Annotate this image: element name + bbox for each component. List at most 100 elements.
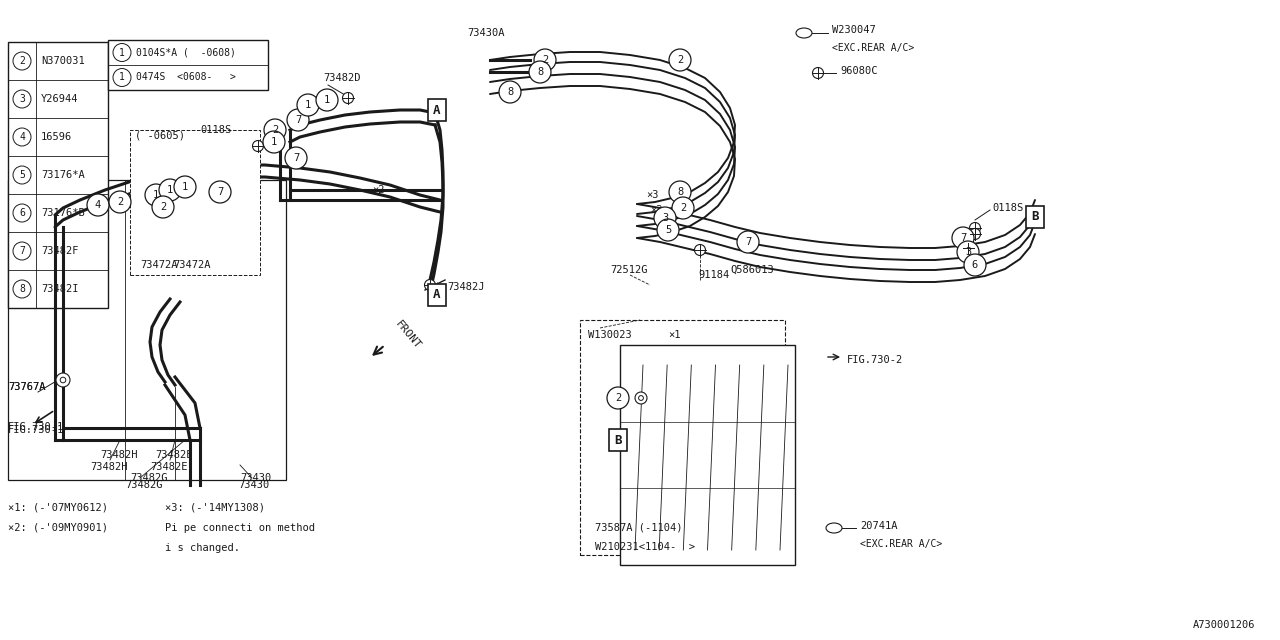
Text: 73482E: 73482E <box>150 462 187 472</box>
Text: 73472A: 73472A <box>140 260 178 270</box>
Text: W130023: W130023 <box>588 330 632 340</box>
Text: 91184: 91184 <box>698 270 730 280</box>
Circle shape <box>316 89 338 111</box>
Text: 1: 1 <box>271 137 278 147</box>
Circle shape <box>159 179 180 201</box>
Text: 2: 2 <box>271 125 278 135</box>
Text: A: A <box>433 289 440 301</box>
Text: <EXC.REAR A/C>: <EXC.REAR A/C> <box>860 539 942 549</box>
Circle shape <box>56 373 70 387</box>
Text: 1: 1 <box>324 95 330 105</box>
Text: ×2: (-'09MY0901): ×2: (-'09MY0901) <box>8 523 108 533</box>
Text: 1: 1 <box>305 100 311 110</box>
Text: 73482D: 73482D <box>323 73 361 83</box>
Text: 2: 2 <box>116 197 123 207</box>
Text: ×3: ×3 <box>650 205 663 215</box>
Text: Q586013: Q586013 <box>730 265 773 275</box>
Text: 7: 7 <box>216 187 223 197</box>
Circle shape <box>695 244 705 255</box>
Text: ×3: (-'14MY1308): ×3: (-'14MY1308) <box>165 502 265 512</box>
Bar <box>580 320 785 555</box>
Text: 6: 6 <box>972 260 978 270</box>
Circle shape <box>957 241 979 263</box>
Circle shape <box>969 223 980 234</box>
Text: 8: 8 <box>507 87 513 97</box>
Text: 7: 7 <box>960 233 966 243</box>
Circle shape <box>635 392 646 404</box>
Text: 73482F: 73482F <box>41 246 78 256</box>
Circle shape <box>285 147 307 169</box>
Text: 7: 7 <box>745 237 751 247</box>
Circle shape <box>529 61 550 83</box>
Circle shape <box>964 254 986 276</box>
Circle shape <box>252 141 264 152</box>
Bar <box>8 180 285 480</box>
Text: Pi pe connecti on method: Pi pe connecti on method <box>165 523 315 533</box>
Circle shape <box>287 109 308 131</box>
Circle shape <box>343 93 353 104</box>
Circle shape <box>654 207 676 229</box>
Bar <box>8 42 108 308</box>
Text: 1: 1 <box>182 182 188 192</box>
Text: 73430: 73430 <box>241 473 271 483</box>
Text: ×3: ×3 <box>646 190 658 200</box>
Text: ×2: ×2 <box>372 185 384 195</box>
Text: 73482H: 73482H <box>100 450 137 460</box>
Text: i s changed.: i s changed. <box>165 543 241 553</box>
Text: FIG.730-2: FIG.730-2 <box>847 355 904 365</box>
Circle shape <box>262 131 285 153</box>
Text: 2: 2 <box>160 202 166 212</box>
Text: 2: 2 <box>680 203 686 213</box>
Text: 7: 7 <box>294 115 301 125</box>
Circle shape <box>969 228 980 239</box>
Text: 20741A: 20741A <box>860 521 897 531</box>
Text: 4: 4 <box>95 200 101 210</box>
Text: 8: 8 <box>19 284 24 294</box>
Text: 72512G: 72512G <box>611 265 648 275</box>
Text: 73176*A: 73176*A <box>41 170 84 180</box>
Text: FRONT: FRONT <box>393 319 422 351</box>
Text: 73767A: 73767A <box>8 382 46 392</box>
Circle shape <box>113 68 131 86</box>
Text: 73482E: 73482E <box>155 450 192 460</box>
Text: 73482J: 73482J <box>447 282 485 292</box>
Circle shape <box>607 387 628 409</box>
Circle shape <box>13 204 31 222</box>
Text: 73482G: 73482G <box>131 473 168 483</box>
Text: 2: 2 <box>677 55 684 65</box>
Bar <box>108 40 268 90</box>
Circle shape <box>657 219 678 241</box>
Text: 2: 2 <box>614 393 621 403</box>
Bar <box>428 284 445 306</box>
Circle shape <box>174 176 196 198</box>
Text: 0118S: 0118S <box>200 125 232 135</box>
Circle shape <box>672 197 694 219</box>
Text: 3: 3 <box>662 213 668 223</box>
Bar <box>131 130 260 275</box>
Text: FIG.730-1: FIG.730-1 <box>8 422 64 432</box>
Circle shape <box>639 396 644 401</box>
Text: 73176*B: 73176*B <box>41 208 84 218</box>
Bar <box>620 345 795 565</box>
Text: 3: 3 <box>19 94 24 104</box>
Circle shape <box>425 280 435 291</box>
Text: 16596: 16596 <box>41 132 72 142</box>
Text: 73482H: 73482H <box>90 462 128 472</box>
Text: 1: 1 <box>119 47 125 58</box>
Circle shape <box>534 49 556 71</box>
Circle shape <box>264 119 285 141</box>
Ellipse shape <box>826 523 842 533</box>
Text: 6: 6 <box>19 208 24 218</box>
Text: 1: 1 <box>152 190 159 200</box>
Text: 73587A (-1104): 73587A (-1104) <box>595 523 682 533</box>
Text: 73430: 73430 <box>238 480 269 490</box>
Circle shape <box>113 44 131 61</box>
Text: 2: 2 <box>19 56 24 66</box>
Text: ×1: ×1 <box>668 330 681 340</box>
Text: 0118S: 0118S <box>992 203 1023 213</box>
Bar <box>1027 206 1044 228</box>
Text: 1: 1 <box>119 72 125 83</box>
Text: 73767A: 73767A <box>8 382 46 392</box>
Text: 2: 2 <box>541 55 548 65</box>
Circle shape <box>669 181 691 203</box>
